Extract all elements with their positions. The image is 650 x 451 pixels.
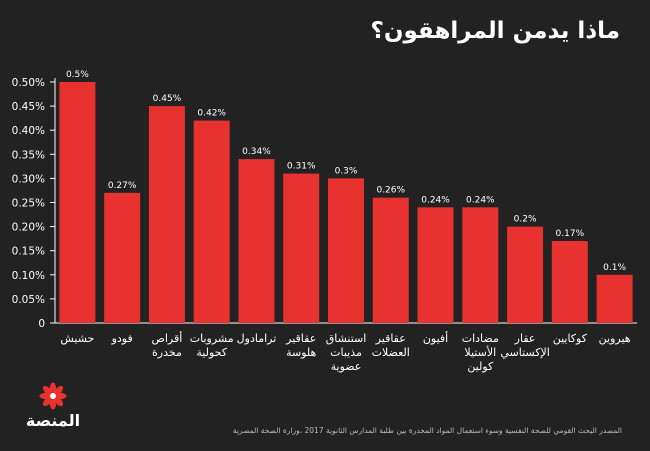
data-label: 0.42% bbox=[197, 109, 226, 119]
chart-title: ماذا يدمن المراهقون؟ bbox=[370, 18, 620, 44]
y-tick-label: 0.30% bbox=[12, 173, 45, 185]
x-tick-label: عقاقير bbox=[285, 332, 316, 345]
x-tick-label: عضوية bbox=[331, 360, 362, 373]
y-tick-label: 0.45% bbox=[12, 101, 45, 113]
data-label: 0.34% bbox=[242, 147, 271, 157]
x-tick-label: هلوسة bbox=[286, 346, 316, 359]
y-tick-label: 0.10% bbox=[12, 270, 45, 282]
y-tick-label: 0.35% bbox=[12, 149, 45, 161]
data-label: 0.5% bbox=[66, 70, 89, 80]
x-tick-label: عقار bbox=[514, 332, 536, 345]
x-tick-label: استنشاق bbox=[326, 332, 367, 345]
logo-text: المنصة bbox=[25, 411, 81, 430]
x-tick-label: مذيبات bbox=[330, 346, 362, 359]
bar bbox=[462, 207, 499, 323]
y-tick-label: 0.25% bbox=[12, 198, 45, 210]
data-label: 0.2% bbox=[514, 215, 537, 225]
x-tick-label: حشيش bbox=[60, 332, 94, 345]
bar bbox=[104, 192, 141, 323]
source-note: المصدر البحث القومي للصحة النفسية وسوء ا… bbox=[232, 426, 622, 435]
data-label: 0.31% bbox=[287, 162, 316, 172]
x-tick-label: ترامادول bbox=[237, 332, 277, 345]
x-tick-label: كحولية bbox=[196, 346, 227, 359]
x-tick-label: الأستيلا bbox=[464, 345, 496, 359]
data-label: 0.3% bbox=[335, 166, 358, 176]
bar bbox=[551, 241, 588, 323]
data-label: 0.1% bbox=[603, 263, 626, 273]
bar bbox=[372, 197, 409, 323]
logo: المنصة bbox=[20, 381, 86, 433]
bar bbox=[283, 173, 320, 323]
x-tick-label: العضلات bbox=[372, 346, 410, 359]
bar bbox=[328, 178, 364, 323]
flower-icon bbox=[39, 382, 67, 410]
bar bbox=[193, 120, 230, 323]
bar bbox=[59, 82, 96, 323]
x-tick-label: مخدرة bbox=[152, 346, 182, 359]
x-tick-label: أفيون bbox=[423, 331, 448, 345]
y-tick-label: 0 bbox=[38, 318, 45, 330]
y-tick-label: 0.05% bbox=[12, 294, 45, 306]
x-tick-label: كوكايين bbox=[553, 332, 588, 345]
x-tick-label: مشروبات bbox=[190, 332, 234, 345]
x-tick-label: أقراص bbox=[152, 331, 183, 345]
x-tick-label: الإكستاسي bbox=[500, 346, 549, 359]
bar bbox=[596, 274, 633, 323]
y-tick-label: 0.40% bbox=[12, 125, 45, 137]
y-tick-label: 0.15% bbox=[12, 246, 45, 258]
data-label: 0.24% bbox=[466, 195, 495, 205]
data-label: 0.17% bbox=[556, 229, 585, 239]
x-tick-label: كولين bbox=[467, 360, 494, 373]
data-label: 0.24% bbox=[421, 195, 450, 205]
y-tick-label: 0.20% bbox=[12, 222, 45, 234]
x-tick-label: مضادات bbox=[462, 332, 499, 345]
bar bbox=[148, 106, 185, 323]
data-label: 0.45% bbox=[153, 94, 182, 104]
bar bbox=[238, 159, 275, 323]
x-tick-label: هيروين bbox=[599, 332, 631, 345]
bar bbox=[417, 207, 454, 323]
y-tick-label: 0.50% bbox=[12, 77, 45, 89]
bar bbox=[507, 226, 544, 323]
x-tick-label: فودو bbox=[111, 332, 133, 345]
data-label: 0.27% bbox=[108, 181, 137, 191]
data-label: 0.26% bbox=[376, 186, 405, 196]
x-tick-label: عقاقير bbox=[375, 332, 406, 345]
